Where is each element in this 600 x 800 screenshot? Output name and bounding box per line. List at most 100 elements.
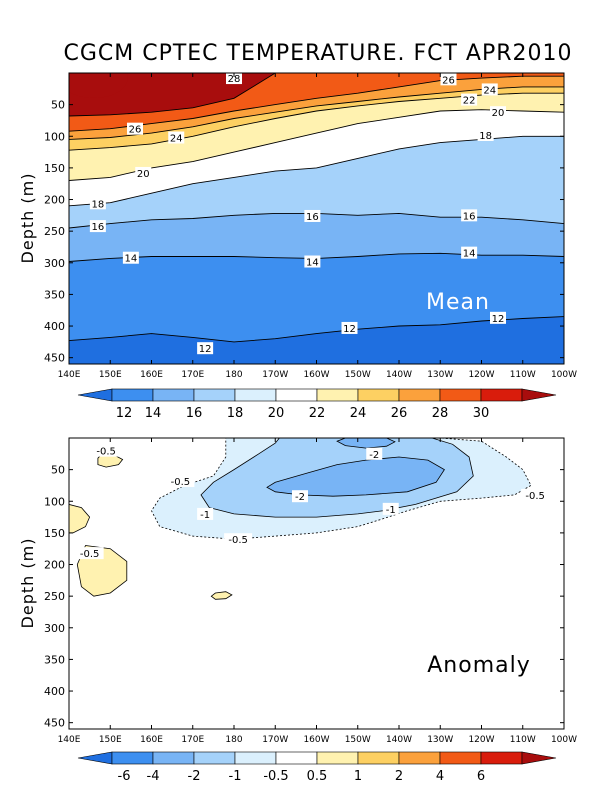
x-tick-label: 150W <box>345 370 371 380</box>
colorbar-swatch <box>275 751 318 765</box>
colorbar-swatch <box>480 388 523 402</box>
colorbar-swatch <box>152 751 195 765</box>
colorbar-label: 1 <box>354 769 362 784</box>
colorbar-swatch <box>316 388 359 402</box>
contour-label-bg <box>366 447 383 460</box>
y-tick-label: 150 <box>44 527 65 540</box>
contour-label: 14 <box>306 258 319 269</box>
contour-label: 12 <box>492 314 505 325</box>
y-tick-label: 350 <box>44 288 65 301</box>
colorbar-label: 26 <box>391 406 408 421</box>
x-tick-label: 120W <box>468 370 494 380</box>
colorbar-label: 20 <box>268 406 285 421</box>
colorbar-label: 2 <box>395 769 403 784</box>
colorbar-label: 12 <box>116 406 133 421</box>
x-tick-label: 160E <box>140 370 163 380</box>
contour-label-bg <box>92 444 121 457</box>
x-tick-label: 100W <box>551 370 577 380</box>
colorbar-label: -0.5 <box>263 769 288 784</box>
x-tick-label: 160E <box>140 735 163 745</box>
anomaly-region-7 <box>210 591 233 600</box>
colorbar-label: 22 <box>309 406 326 421</box>
isotherm-12 <box>69 316 564 343</box>
contour-label: -1 <box>386 505 396 516</box>
colorbar-swatch <box>111 388 154 402</box>
contour-label: 12 <box>199 344 212 355</box>
contour-label: 14 <box>125 254 138 265</box>
x-tick-label: 160W <box>303 735 329 745</box>
contour-label: 20 <box>492 108 505 119</box>
contour-label: 16 <box>306 212 319 223</box>
anomaly-panel: -0.5 -0.5 -2 -2 -1 -1 -0.5 -0.5 -0.5 50 100 150 200… <box>18 437 577 784</box>
contour-label-bg <box>197 507 214 520</box>
contour-label-bg <box>224 533 253 546</box>
colorbar-label: 14 <box>145 406 162 421</box>
contour-label: -2 <box>369 450 379 461</box>
y-tick-label: 100 <box>44 130 65 143</box>
contour-label: 22 <box>463 96 476 107</box>
x-tick-label: 130W <box>427 370 453 380</box>
x-tick-label: 140W <box>386 370 412 380</box>
contour-label-bg <box>461 209 478 222</box>
x-tick-label: 110W <box>510 370 536 380</box>
colorbar-label: -2 <box>188 769 201 784</box>
x-tick-label: 130W <box>427 735 453 745</box>
mean-y-axis-label: Depth (m) <box>18 173 37 264</box>
y-tick-label: 250 <box>44 225 65 238</box>
y-tick-label: 450 <box>44 717 65 730</box>
contour-label: 20 <box>137 169 150 180</box>
anomaly-region-5 <box>69 503 91 534</box>
contour-label: -0.5 <box>80 549 100 560</box>
colorbar-label: -4 <box>147 769 160 784</box>
figure-title: CGCM CPTEC TEMPERATURE. FCT APR2010 <box>63 41 572 66</box>
y-tick-label: 100 <box>44 495 65 508</box>
x-tick-label: 180 <box>225 735 242 745</box>
contour-label-bg <box>168 131 185 144</box>
x-tick-label: 120W <box>468 735 494 745</box>
contour-label-bg <box>135 166 152 179</box>
x-tick-label: 110W <box>510 735 536 745</box>
x-tick-label: 140E <box>58 735 81 745</box>
contour-label-bg <box>382 502 399 515</box>
anomaly-region-3 <box>336 438 396 449</box>
contour-label-bg <box>122 251 139 264</box>
colorbar-swatch <box>152 388 195 402</box>
isotherm-22 <box>69 92 564 151</box>
colorbar-label: 28 <box>432 406 449 421</box>
contour-label-bg <box>127 122 143 135</box>
y-tick-label: 50 <box>51 464 65 477</box>
colorbar-label: 16 <box>186 406 203 421</box>
isotherm-28 <box>69 73 276 117</box>
x-tick-label: 170W <box>262 370 288 380</box>
contour-label: 24 <box>483 85 496 96</box>
anomaly-y-axis-label: Depth (m) <box>18 538 37 629</box>
isotherm-24 <box>69 86 564 140</box>
mean-warm-core <box>69 73 128 99</box>
colorbar-swatch <box>439 751 482 765</box>
x-tick-label: 100W <box>551 735 577 745</box>
contour-label-bg <box>440 73 457 86</box>
x-tick-label: 150W <box>345 735 371 745</box>
contour-label-bg <box>89 220 106 233</box>
y-tick-label: 200 <box>44 194 65 207</box>
y-tick-label: 150 <box>44 162 65 175</box>
contour-label-bg <box>341 321 358 334</box>
y-tick-label: 300 <box>44 257 65 270</box>
contour-label: 16 <box>92 222 105 233</box>
colorbar-swatch <box>480 751 523 765</box>
contour-label: 28 <box>228 74 241 85</box>
y-tick-label: 400 <box>44 685 65 698</box>
colorbar-label: 18 <box>227 406 244 421</box>
contour-label: 18 <box>92 199 105 210</box>
colorbar-label: 30 <box>473 406 490 421</box>
colorbar-swatch <box>234 388 277 402</box>
colorbar-swatch <box>398 751 441 765</box>
contour-label: 18 <box>479 131 492 142</box>
colorbar-low-arrow <box>77 388 113 402</box>
y-tick-label: 450 <box>44 352 65 365</box>
isotherm-26 <box>69 75 564 132</box>
contour-label-bg <box>481 83 498 96</box>
contour-label-bg <box>292 490 308 503</box>
colorbar-swatch <box>316 751 359 765</box>
